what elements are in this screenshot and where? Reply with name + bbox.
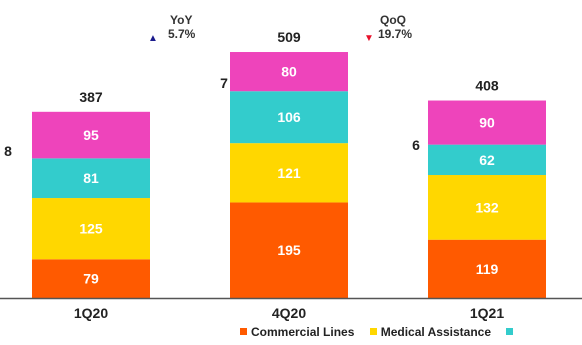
bar-segment	[230, 91, 348, 144]
data-label: 195	[277, 242, 301, 258]
data-label: 80	[281, 64, 297, 80]
bar-segment	[230, 202, 348, 298]
data-label: 106	[277, 109, 301, 125]
data-label: 95	[83, 127, 99, 143]
data-label: 81	[83, 170, 99, 186]
bar-segment	[428, 175, 546, 240]
bar-total-label: 509	[277, 29, 301, 45]
data-label: 79	[83, 271, 99, 287]
qoq-value: 19.7%	[378, 27, 413, 41]
bar-segment	[32, 158, 150, 199]
bar-segment	[230, 143, 348, 203]
data-label: 125	[79, 221, 103, 237]
yoy-label: YoY	[170, 13, 193, 27]
side-label: 6	[412, 137, 420, 153]
down-arrow-icon: ▼	[364, 33, 374, 44]
qoq-label: QoQ	[380, 13, 406, 27]
bar-segment	[32, 111, 150, 159]
x-tick-label: 1Q21	[470, 305, 504, 321]
legend-item-medical-assistance: Medical Assistance	[369, 325, 491, 339]
x-tick-label: 1Q20	[74, 305, 108, 321]
side-label: 7	[220, 75, 228, 91]
bar-total-label: 408	[475, 78, 499, 94]
data-label: 62	[479, 152, 495, 168]
bar-segment	[230, 52, 348, 92]
bar-segment	[428, 100, 546, 145]
legend-item-commercial-lines: Commercial Lines	[240, 325, 354, 339]
bar-segment	[428, 144, 546, 176]
bar-segment	[32, 198, 150, 260]
up-arrow-icon: ▲	[148, 33, 158, 44]
data-label: 90	[479, 115, 495, 131]
legend-item-cut-off	[506, 325, 517, 339]
data-label: 119	[476, 261, 499, 277]
chart-legend: Commercial Lines Medical Assistance	[240, 325, 529, 339]
data-label: 121	[277, 165, 301, 181]
data-label: 132	[475, 199, 499, 215]
x-tick-label: 4Q20	[272, 305, 306, 321]
bar-segment	[428, 239, 546, 298]
side-label: 8	[4, 143, 12, 159]
bar-total-label: 387	[79, 89, 103, 105]
yoy-value: 5.7%	[168, 27, 196, 41]
bar-segment	[32, 259, 150, 298]
